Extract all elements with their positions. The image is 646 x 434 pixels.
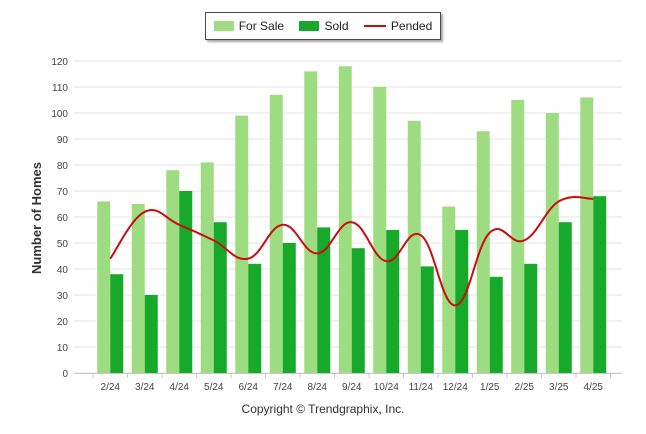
bar-sold[interactable] <box>351 248 365 373</box>
legend-item-sold[interactable]: Sold <box>299 19 349 33</box>
y-tick-label: 20 <box>57 317 69 328</box>
legend-label-sold: Sold <box>324 19 349 33</box>
y-tick-label: 50 <box>57 239 69 250</box>
x-tick-label: 8/24 <box>308 382 328 393</box>
x-tick-label: 1/25 <box>480 382 500 393</box>
bar-sold[interactable] <box>282 243 296 373</box>
legend: For Sale Sold Pended <box>205 12 441 40</box>
x-tick-label: 2/24 <box>101 382 121 393</box>
bar-for-sale[interactable] <box>580 97 594 374</box>
pended-line <box>109 196 594 307</box>
y-tick-label: 90 <box>57 135 69 146</box>
bar-sold[interactable] <box>144 295 158 373</box>
bar-for-sale[interactable] <box>511 100 525 373</box>
pended-swatch <box>363 25 386 27</box>
bar-for-sale[interactable] <box>200 162 214 373</box>
x-tick-label: 2/25 <box>515 382 535 393</box>
x-tick-label: 4/25 <box>584 382 604 393</box>
legend-item-for-sale[interactable]: For Sale <box>213 19 285 33</box>
bar-for-sale[interactable] <box>476 131 490 373</box>
bar-sold[interactable] <box>593 196 607 373</box>
bar-sold[interactable] <box>179 191 193 373</box>
y-tick-label: 120 <box>51 57 68 68</box>
bar-for-sale[interactable] <box>166 170 180 373</box>
bar-sold[interactable] <box>386 230 400 373</box>
y-tick-label: 80 <box>57 161 69 172</box>
axes <box>74 373 622 378</box>
bar-for-sale[interactable] <box>131 204 145 373</box>
x-tick-label: 3/25 <box>549 382 569 393</box>
pended-series-line[interactable] <box>109 196 594 307</box>
bar-for-sale[interactable] <box>97 201 111 373</box>
x-tick-label: 3/24 <box>135 382 155 393</box>
x-tick-label: 5/24 <box>204 382 224 393</box>
bar-for-sale[interactable] <box>338 66 352 373</box>
x-tick-label: 9/24 <box>342 382 362 393</box>
bar-sold[interactable] <box>213 222 227 373</box>
bar-for-sale[interactable] <box>304 71 318 374</box>
copyright-footer: Copyright © Trendgraphix, Inc. <box>241 402 405 416</box>
legend-label-pended: Pended <box>390 19 433 33</box>
y-axis-label: Number of Homes <box>29 162 44 274</box>
x-tick-labels: 2/24 3/24 4/24 5/24 6/24 7/24 8/24 9/24 10/24 11/… <box>101 382 604 393</box>
bar-sold[interactable] <box>489 276 503 373</box>
y-tick-label: 60 <box>57 213 69 224</box>
bar-sold[interactable] <box>248 263 262 373</box>
y-tick-label: 70 <box>57 187 69 198</box>
for-sale-swatch <box>213 21 234 31</box>
bar-sold[interactable] <box>110 274 124 373</box>
y-tick-label: 10 <box>57 343 69 354</box>
x-tick-label: 6/24 <box>239 382 259 393</box>
bar-sold[interactable] <box>420 266 434 373</box>
bar-sold[interactable] <box>558 222 572 373</box>
y-tick-label: 110 <box>52 83 68 94</box>
bar-sold[interactable] <box>524 263 538 373</box>
bar-for-sale[interactable] <box>235 115 249 373</box>
bar-for-sale[interactable] <box>442 206 456 373</box>
x-tick-label: 12/24 <box>443 382 468 393</box>
y-tick-label: 100 <box>51 109 68 120</box>
x-tick-label: 4/24 <box>170 382 190 393</box>
legend-item-pended[interactable]: Pended <box>363 19 433 33</box>
bar-for-sale[interactable] <box>545 113 559 373</box>
x-tick-label: 11/24 <box>409 382 434 393</box>
bars <box>97 66 607 374</box>
legend-label-for-sale: For Sale <box>238 19 285 33</box>
sold-swatch <box>299 21 320 31</box>
y-tick-label: 40 <box>57 265 69 276</box>
x-tick-label: 7/24 <box>273 382 293 393</box>
x-tick-label: 10/24 <box>374 382 399 393</box>
y-tick-label: 0 <box>62 369 68 380</box>
bar-for-sale[interactable] <box>373 87 387 373</box>
bar-sold[interactable] <box>317 227 331 373</box>
bar-for-sale[interactable] <box>407 120 421 373</box>
bar-for-sale[interactable] <box>269 94 283 374</box>
y-tick-labels: 0 10 20 30 40 50 60 70 80 90 100 110 120 <box>51 57 68 380</box>
y-tick-label: 30 <box>57 291 69 302</box>
